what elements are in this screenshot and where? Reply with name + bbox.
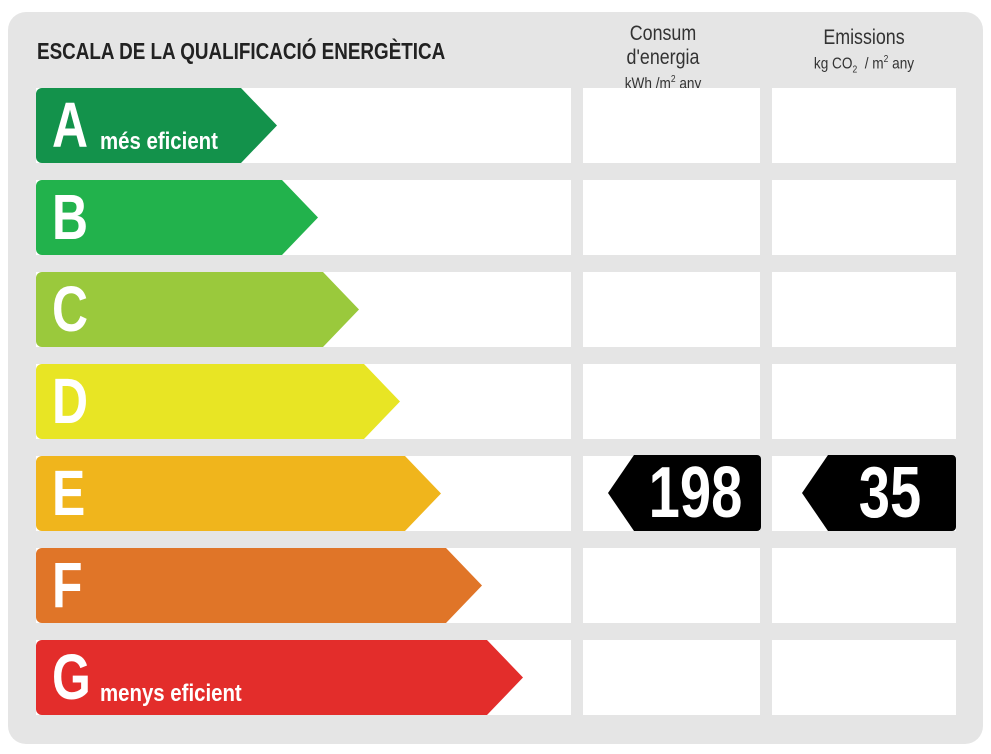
emissions-cell	[772, 180, 956, 255]
consumption-header: Consum d'energia kWh /m2 any	[595, 22, 731, 93]
class-letter: C	[52, 273, 89, 345]
class-arrow-e	[36, 456, 441, 531]
unit-text: kg CO	[813, 55, 853, 73]
consumption-cell	[583, 88, 760, 163]
emissions-cell	[772, 548, 956, 623]
class-arrow-b	[36, 180, 318, 255]
unit-sup: 2	[883, 54, 889, 65]
emissions-cell	[772, 364, 956, 439]
class-arrow-d	[36, 364, 400, 439]
class-letter: F	[52, 549, 83, 621]
unit-sub: 2	[852, 64, 858, 76]
unit-sup: 2	[670, 74, 676, 85]
emissions-cell	[772, 88, 956, 163]
class-letter: A	[52, 89, 89, 161]
emissions-value: 35	[858, 453, 922, 533]
emissions-rating-badge: 35	[802, 455, 956, 531]
unit-text: any	[888, 55, 915, 73]
class-letter: E	[52, 457, 86, 529]
consumption-cell	[583, 364, 760, 439]
class-letter: D	[52, 365, 89, 437]
consumption-cell	[583, 640, 760, 715]
label-title: ESCALA DE LA QUALIFICACIÓ ENERGÈTICA	[37, 38, 446, 64]
unit-text: / m	[857, 55, 884, 73]
class-arrow-f	[36, 548, 482, 623]
emissions-header: Emissions kg CO2 / m2 any	[786, 26, 942, 76]
class-arrow-g	[36, 640, 523, 715]
emissions-unit: kg CO2 / m2 any	[786, 54, 942, 76]
consumption-value: 198	[648, 453, 743, 533]
class-arrow-c	[36, 272, 359, 347]
consumption-cell	[583, 272, 760, 347]
emissions-cell	[772, 272, 956, 347]
class-caption: més eficient	[100, 128, 218, 155]
class-letter: G	[52, 641, 91, 713]
class-letter: B	[52, 181, 89, 253]
emissions-cell	[772, 640, 956, 715]
consumption-cell	[583, 548, 760, 623]
emissions-label: Emissions	[823, 26, 905, 49]
class-caption: menys eficient	[100, 680, 242, 707]
consumption-label: Consum d'energia	[626, 22, 700, 69]
class-arrow-a	[36, 88, 277, 163]
consumption-cell	[583, 180, 760, 255]
consumption-rating-badge: 198	[608, 455, 761, 531]
